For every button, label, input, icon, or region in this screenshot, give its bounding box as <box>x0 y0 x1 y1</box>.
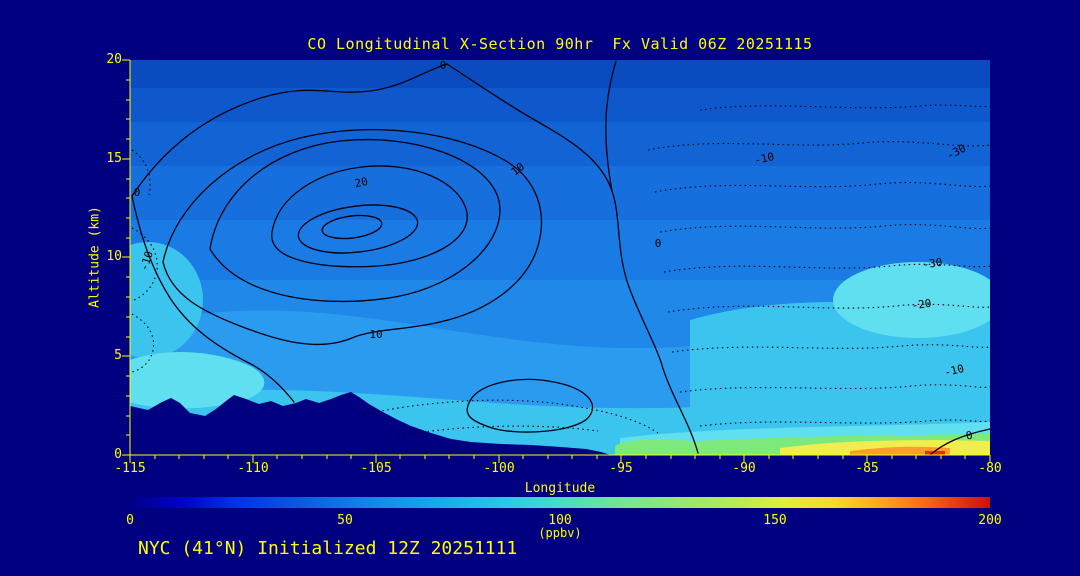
chart-title: CO Longitudinal X-Section 90hr Fx Valid … <box>307 35 813 53</box>
dotted-contour-lines <box>131 104 990 437</box>
contour-label: 10 <box>509 160 527 178</box>
x-tick--110: -110 <box>237 461 269 476</box>
solid-contour-lines <box>131 60 990 455</box>
x-tick--100: -100 <box>483 461 515 476</box>
x-tick--80: -80 <box>978 461 1002 476</box>
cbar-tick-150: 150 <box>763 513 787 528</box>
contour-label: 10 <box>369 328 382 341</box>
cbar-tick-100: 100 <box>548 513 572 528</box>
x-tick--105: -105 <box>360 461 392 476</box>
filled-contours: 0 0 10 20 10 0 -10 -30 -30 -20 -10 0 -10 <box>130 59 990 455</box>
contour-label: -10 <box>137 249 156 272</box>
y-tick-15: 15 <box>106 151 122 166</box>
cbar-tick-50: 50 <box>337 513 353 528</box>
contour-line-labels: 0 0 10 20 10 0 -10 -30 -30 -20 -10 0 -10 <box>134 59 974 443</box>
contour-label: 0 <box>134 186 141 199</box>
x-tick--115: -115 <box>114 461 146 476</box>
contour-label: -10 <box>753 150 775 167</box>
contour-label: 0 <box>655 237 662 250</box>
contour-label: -20 <box>911 297 932 313</box>
terrain-silhouette <box>130 392 611 455</box>
contour-label: 20 <box>353 175 369 190</box>
x-tick--90: -90 <box>732 461 756 476</box>
colorbar-units-label: (ppbv) <box>538 526 582 540</box>
cbar-tick-200: 200 <box>978 513 1002 528</box>
init-info-footer: NYC (41°N) Initialized 12Z 20251111 <box>138 538 518 559</box>
x-tick--85: -85 <box>855 461 879 476</box>
contour-label: -10 <box>943 362 965 379</box>
y-tick-20: 20 <box>106 52 122 67</box>
axes-ticks <box>122 59 991 463</box>
y-tick-5: 5 <box>114 348 122 363</box>
x-tick--95: -95 <box>609 461 633 476</box>
cbar-tick-0: 0 <box>126 513 134 528</box>
colorbar <box>130 497 990 508</box>
y-tick-10: 10 <box>106 249 122 264</box>
contour-label: -30 <box>922 256 943 272</box>
y-tick-0: 0 <box>114 447 122 462</box>
x-axis-label: Longitude <box>524 481 596 496</box>
contour-label: 0 <box>965 429 974 443</box>
contour-label: 0 <box>440 59 447 72</box>
